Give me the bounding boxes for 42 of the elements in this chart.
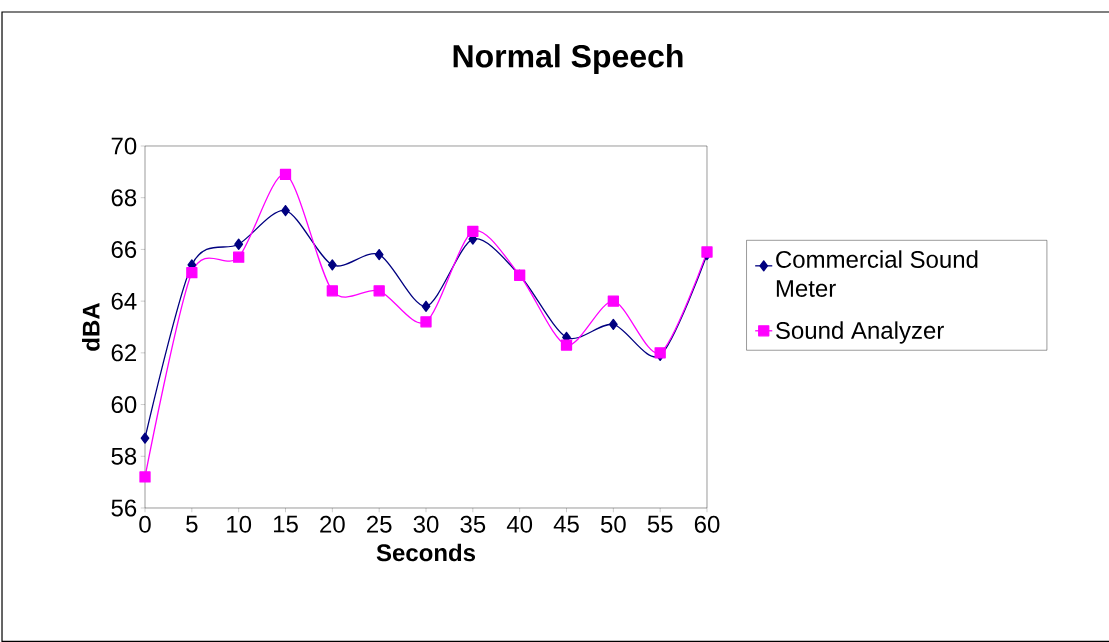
x-tick-label: 30 [413, 515, 439, 533]
x-tick-label: 25 [367, 515, 392, 533]
point [607, 295, 619, 307]
y-tick-label: 66 [111, 240, 137, 258]
x-tick-label: 55 [647, 515, 673, 533]
point [139, 471, 151, 483]
point [140, 432, 150, 444]
point [234, 238, 244, 250]
point [467, 225, 479, 237]
x-tick-label: 15 [273, 515, 298, 533]
y-tick-label: 62 [111, 344, 136, 362]
point [326, 285, 338, 297]
y-tick-label: 70 [111, 137, 137, 155]
x-tick-label: 40 [506, 515, 533, 533]
point [279, 168, 292, 181]
y-tick-label: 58 [111, 447, 137, 465]
y-tick-label: 64 [111, 292, 137, 310]
y-axis-title: dBA [82, 302, 100, 351]
x-tick-label: 60 [694, 515, 720, 533]
x-tick-label: 0 [139, 515, 151, 533]
point [186, 267, 198, 279]
point [327, 259, 337, 271]
point [560, 339, 573, 351]
x-axis-title: Seconds [376, 543, 476, 562]
x-tick-label: 20 [320, 515, 345, 533]
chart-title: Normal Speech [453, 44, 683, 74]
x-tick-label: 10 [227, 515, 252, 533]
point [374, 248, 384, 261]
point [421, 300, 431, 312]
legend-label: Commercial Sound Meter [776, 250, 978, 297]
point [420, 316, 432, 328]
legend-label: Sound Analyzer [776, 321, 944, 344]
y-tick-label: 56 [111, 499, 137, 517]
y-tick-label: 68 [111, 189, 137, 207]
x-tick-label: 50 [600, 515, 626, 533]
point [608, 318, 618, 331]
x-tick-label: 35 [460, 515, 486, 533]
x-tick-label: 45 [553, 515, 579, 533]
y-tick-label: 60 [111, 396, 137, 414]
point [373, 285, 385, 297]
point [233, 251, 245, 263]
x-tick-label: 5 [186, 515, 198, 533]
